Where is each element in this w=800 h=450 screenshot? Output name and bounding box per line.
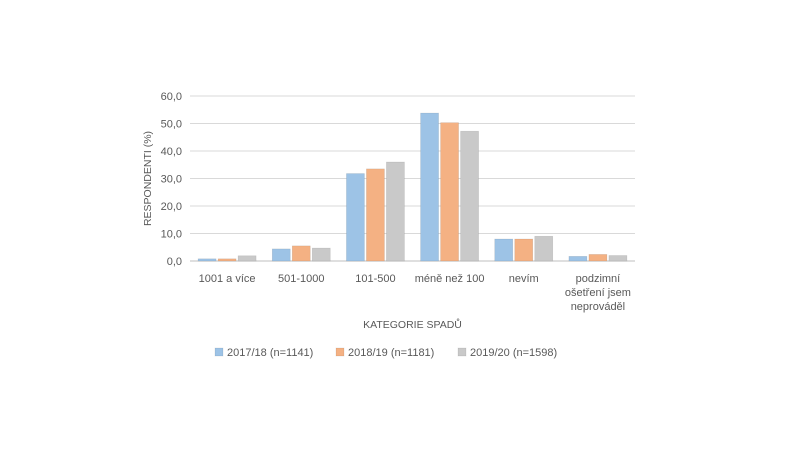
- y-axis-title: RESPONDENTI (%): [142, 131, 154, 226]
- bar: [311, 247, 331, 262]
- y-tick-label: 30,0: [161, 174, 182, 186]
- x-category-label: nevím: [509, 273, 539, 285]
- gridlines: [190, 95, 635, 262]
- bar: [217, 258, 237, 262]
- x-category-label: 101-500: [355, 273, 395, 285]
- legend-label: 2017/18 (n=1141): [227, 347, 313, 359]
- bar: [534, 235, 554, 262]
- x-category-label: méně než 100: [415, 273, 485, 285]
- bars: [197, 112, 628, 262]
- bar: [494, 238, 514, 262]
- bar: [197, 258, 217, 262]
- bar: [588, 254, 608, 262]
- bar: [440, 122, 459, 262]
- bar: [514, 238, 534, 262]
- x-category-label: 1001 a více: [199, 273, 256, 285]
- bar: [237, 255, 257, 262]
- x-axis-title: KATEGORIE SPADŮ: [363, 318, 462, 331]
- y-axis-ticks: 0,0 10,0 20,0 30,0 40,0 50,0 60,0: [161, 91, 182, 268]
- legend-label: 2019/20 (n=1598): [470, 347, 557, 359]
- y-tick-label: 10,0: [161, 229, 182, 241]
- x-category-label: podzimní ošetření jsem neprováděl: [565, 273, 631, 313]
- legend-swatch: [214, 347, 224, 357]
- legend-swatch: [335, 347, 345, 357]
- y-tick-label: 20,0: [161, 201, 182, 213]
- y-tick-label: 0,0: [167, 256, 182, 268]
- bar: [386, 161, 405, 262]
- bar: [568, 256, 588, 262]
- x-axis-categories: 1001 a více 501-1000 101-500 méně než 100 ne…: [199, 273, 631, 313]
- bar: [271, 248, 291, 262]
- bar: [366, 168, 385, 262]
- bar: [608, 255, 628, 262]
- bar: [460, 130, 479, 262]
- x-category-label: 501-1000: [278, 273, 325, 285]
- y-tick-label: 40,0: [161, 146, 182, 158]
- legend: 2017/18 (n=1141) 2018/19 (n=1181) 2019/20 …: [214, 347, 557, 359]
- legend-swatch: [457, 347, 467, 357]
- bar: [346, 173, 365, 262]
- y-tick-label: 50,0: [161, 119, 182, 131]
- legend-label: 2018/19 (n=1181): [348, 347, 434, 359]
- bar: [291, 245, 311, 262]
- y-tick-label: 60,0: [161, 91, 182, 103]
- bar: [420, 112, 439, 262]
